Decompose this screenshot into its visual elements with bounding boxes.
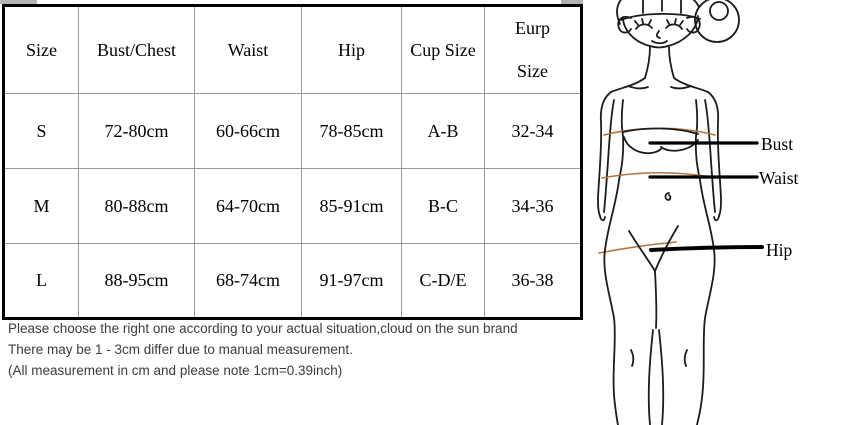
leg-right-outer — [696, 249, 716, 425]
cell-bust-chest: 80-88cm — [78, 168, 195, 244]
cell-eurp-size: 34-36 — [484, 168, 582, 244]
leg-left-inner — [647, 329, 654, 425]
hair-strand — [642, 0, 682, 14]
neck-left — [644, 46, 651, 79]
hip-measure-line — [598, 241, 677, 254]
torso-left — [604, 99, 625, 251]
body-measurement-diagram: Bust Waist Hip — [597, 0, 799, 425]
table-row-m: M 80-88cm 64-70cm 85-91cm B-C 34-36 — [3, 168, 582, 244]
leg-left-outer — [603, 249, 619, 425]
collarbones — [627, 85, 692, 90]
header-row: Size Bust/Chest Waist Hip Cup Size Eurp … — [3, 5, 582, 94]
eye-right — [665, 23, 683, 30]
bikini-left — [628, 230, 656, 272]
arm-right-outer — [707, 91, 722, 217]
note-line-2: There may be 1 - 3cm differ due to manua… — [8, 342, 353, 357]
eyelashes-right — [666, 18, 684, 26]
mouth — [651, 40, 668, 45]
shoulder-left — [610, 77, 646, 93]
arm-left-inner — [603, 99, 615, 213]
face-outline — [622, 15, 699, 49]
cell-cup-size: A-B — [401, 93, 485, 169]
note-line-3: (All measurement in cm and please note 1… — [8, 363, 343, 378]
bust-label: Bust — [761, 134, 793, 154]
hip-callout-line — [649, 245, 764, 252]
knee-right — [683, 349, 688, 367]
cell-waist: 68-74cm — [194, 243, 302, 319]
cell-size: M — [3, 168, 79, 244]
cell-cup-size: C-D/E — [401, 243, 485, 319]
cell-bust-chest: 72-80cm — [78, 93, 195, 169]
cell-size: S — [3, 93, 79, 169]
column-header-size: Size — [3, 5, 79, 94]
torso-right — [694, 99, 715, 251]
leg-right-inner — [658, 329, 665, 425]
hand-right — [713, 215, 720, 222]
cell-size: L — [3, 243, 79, 319]
breast-left — [623, 136, 662, 155]
cell-hip: 91-97cm — [301, 243, 402, 319]
size-chart-table: Size Bust/Chest Waist Hip Cup Size Eurp … — [2, 4, 583, 320]
cell-hip: 78-85cm — [301, 93, 402, 169]
hair-bun-inner-icon — [709, 1, 729, 21]
eyelashes-left — [634, 18, 652, 26]
table-row-s: S 72-80cm 60-66cm 78-85cm A-B 32-34 — [3, 93, 582, 169]
cell-cup-size: B-C — [401, 168, 485, 244]
neck-right — [668, 46, 675, 79]
column-header-eurp-size-label: Eurp Size — [515, 18, 550, 81]
arm-right-inner — [704, 99, 716, 213]
cell-waist: 64-70cm — [194, 168, 302, 244]
inner-thigh — [654, 270, 658, 329]
cell-eurp-size: 36-38 — [484, 243, 582, 319]
column-header-cup-size: Cup Size — [401, 5, 485, 94]
eye-left — [635, 23, 653, 30]
column-header-eurp-size: Eurp Size — [484, 5, 582, 94]
cell-hip: 85-91cm — [301, 168, 402, 244]
hand-left — [599, 215, 606, 222]
column-header-bust-chest: Bust/Chest — [78, 5, 195, 94]
bust-band — [622, 127, 699, 135]
shoulder-right — [673, 77, 709, 93]
cell-waist: 60-66cm — [194, 93, 302, 169]
ear-right — [686, 16, 701, 34]
column-header-waist: Waist — [194, 5, 302, 94]
nose — [655, 30, 661, 39]
knee-left — [630, 349, 635, 367]
arm-left-outer — [597, 91, 612, 217]
belly-button — [664, 192, 672, 201]
cell-eurp-size: 32-34 — [484, 93, 582, 169]
table-row-l: L 88-95cm 68-74cm 91-97cm C-D/E 36-38 — [3, 243, 582, 319]
cell-bust-chest: 88-95cm — [78, 243, 195, 319]
waist-label: Waist — [759, 168, 799, 188]
column-header-hip: Hip — [301, 5, 402, 94]
note-line-1: Please choose the right one according to… — [8, 321, 518, 336]
hip-label: Hip — [766, 240, 793, 260]
measurement-notes: Please choose the right one according to… — [8, 318, 578, 381]
hair-outline — [616, 0, 703, 27]
crop-artifact — [0, 0, 37, 4]
crop-artifact — [561, 0, 583, 4]
